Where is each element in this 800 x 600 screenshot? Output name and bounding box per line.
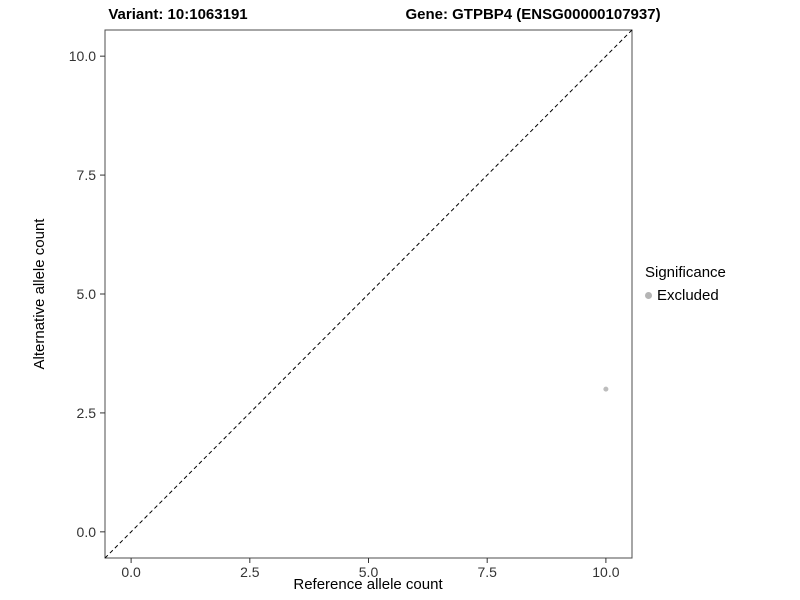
data-points-group	[603, 386, 609, 392]
plot-title-gene: Gene: GTPBP4 (ENSG00000107937)	[405, 6, 661, 23]
legend-entry-label: Excluded	[657, 287, 719, 304]
x-tick-label: 10.0	[592, 564, 619, 580]
y-tick-label: 10.0	[69, 48, 96, 64]
y-axis-title: Alternative allele count	[31, 218, 48, 370]
plot-title-variant: Variant: 10:1063191	[108, 6, 248, 23]
legend-title: Significance	[645, 264, 726, 281]
x-tick-label: 5.0	[359, 564, 379, 580]
y-tick-label: 0.0	[77, 524, 97, 540]
legend: Significance Excluded	[645, 264, 726, 304]
reference-line-group	[104, 29, 633, 559]
identity-reference-line	[104, 29, 633, 559]
x-tick-label: 7.5	[477, 564, 497, 580]
y-tick-label: 5.0	[77, 286, 97, 302]
y-tick-label: 7.5	[77, 167, 97, 183]
legend-point-icon	[645, 292, 652, 299]
x-tick-label: 0.0	[121, 564, 141, 580]
legend-entry: Excluded	[645, 287, 726, 304]
axis-ticks-group: 0.0 2.5 5.0 7.5 10.0 0.0 2.5 5.0 7.5 10.0	[69, 48, 620, 580]
x-axis-title: Reference allele count	[293, 576, 443, 593]
data-point	[603, 386, 609, 392]
x-tick-label: 2.5	[240, 564, 260, 580]
y-tick-label: 2.5	[77, 405, 97, 421]
